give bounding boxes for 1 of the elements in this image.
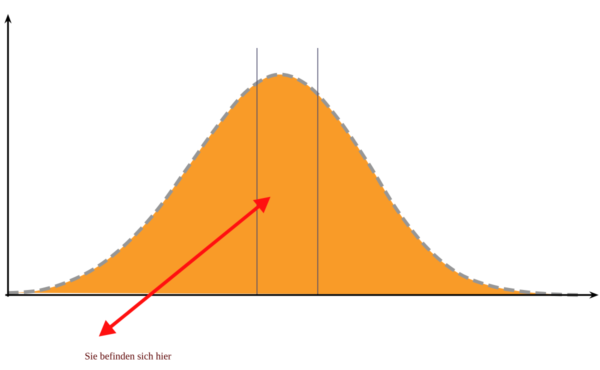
text: Sie befinden sich hier [85, 352, 172, 360]
